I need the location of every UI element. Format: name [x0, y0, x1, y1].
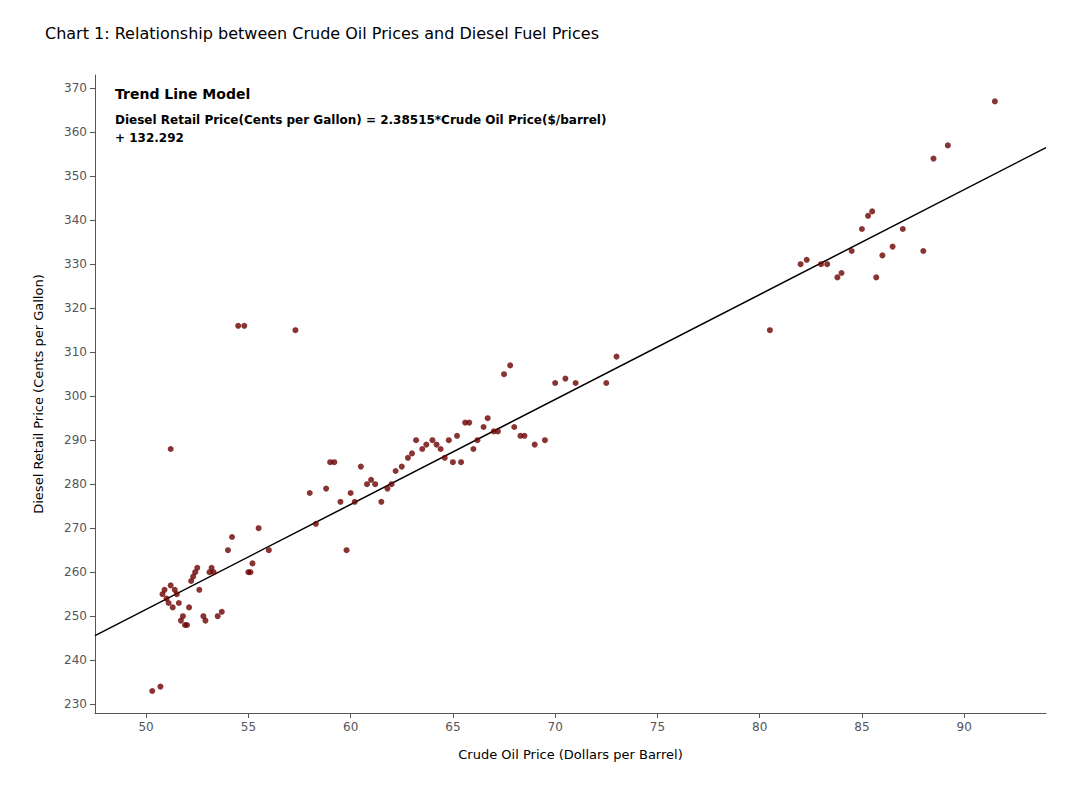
svg-text:250: 250: [64, 609, 87, 623]
svg-text:260: 260: [64, 565, 87, 579]
svg-text:300: 300: [64, 389, 87, 403]
svg-text:Crude Oil Price (Dollars per B: Crude Oil Price (Dollars per Barrel): [458, 747, 682, 762]
svg-text:240: 240: [64, 653, 87, 667]
svg-text:290: 290: [64, 433, 87, 447]
svg-text:75: 75: [650, 720, 665, 734]
svg-text:330: 330: [64, 257, 87, 271]
svg-text:230: 230: [64, 697, 87, 711]
svg-text:370: 370: [64, 81, 87, 95]
svg-text:280: 280: [64, 477, 87, 491]
svg-text:340: 340: [64, 213, 87, 227]
svg-text:55: 55: [241, 720, 256, 734]
svg-text:+ 132.292: + 132.292: [115, 131, 184, 145]
svg-text:Trend Line Model: Trend Line Model: [115, 86, 250, 102]
svg-text:70: 70: [548, 720, 563, 734]
svg-text:90: 90: [957, 720, 972, 734]
svg-text:60: 60: [343, 720, 358, 734]
svg-text:Diesel Retail Price (Cents per: Diesel Retail Price (Cents per Gallon): [31, 274, 46, 514]
svg-text:50: 50: [138, 720, 153, 734]
svg-text:Diesel Retail Price(Cents per: Diesel Retail Price(Cents per Gallon) = …: [115, 113, 606, 127]
svg-text:85: 85: [854, 720, 869, 734]
svg-text:270: 270: [64, 521, 87, 535]
svg-text:360: 360: [64, 125, 87, 139]
svg-text:65: 65: [445, 720, 460, 734]
svg-text:Chart 1: Relationship between: Chart 1: Relationship between Crude Oil …: [45, 24, 599, 43]
svg-text:80: 80: [752, 720, 767, 734]
svg-text:320: 320: [64, 301, 87, 315]
svg-text:350: 350: [64, 169, 87, 183]
svg-text:310: 310: [64, 345, 87, 359]
